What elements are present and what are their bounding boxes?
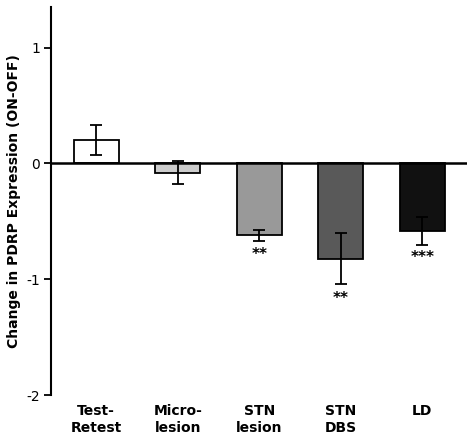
Text: ***: ***	[410, 251, 434, 266]
Bar	[319, 164, 363, 259]
Bar	[237, 164, 282, 236]
Text: **: **	[333, 291, 349, 306]
Bar	[74, 140, 118, 164]
Bar	[400, 164, 445, 231]
Text: **: **	[251, 247, 267, 262]
Bar	[155, 164, 200, 173]
Y-axis label: Change in PDRP Expression (ON-OFF): Change in PDRP Expression (ON-OFF)	[7, 54, 21, 348]
